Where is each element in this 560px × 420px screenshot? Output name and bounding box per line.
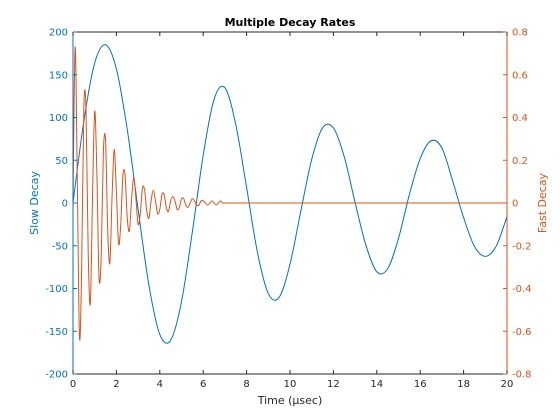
x-tick-label: 12 [327, 379, 340, 390]
chart-title: Multiple Decay Rates [225, 16, 356, 29]
x-tick-label: 20 [501, 379, 514, 390]
left-y-tick-label: -50 [52, 241, 68, 252]
x-tick-label: 8 [243, 379, 249, 390]
x-tick-label: 0 [70, 379, 76, 390]
x-axis-label: Time (μsec) [257, 394, 323, 407]
x-tick-label: 4 [157, 379, 163, 390]
x-tick-label: 16 [414, 379, 427, 390]
right-y-tick-label: -0.8 [512, 370, 532, 381]
left-y-tick-label: -200 [45, 370, 68, 381]
right-y-tick-label: 0.6 [512, 70, 528, 81]
left-y-tick-label: 0 [62, 199, 68, 210]
left-y-tick-label: -150 [45, 327, 68, 338]
right-y-tick-label: -0.4 [512, 284, 532, 295]
left-y-tick-label: 50 [55, 156, 68, 167]
x-tick-label: 10 [284, 379, 297, 390]
right-y-tick-label: 0 [512, 199, 518, 210]
slow-decay-series [72, 44, 508, 344]
left-y-tick-label: -100 [45, 284, 68, 295]
left-y-axis-label: Slow Decay [28, 171, 41, 235]
right-y-axis-ticks: -0.8 -0.6 -0.4 -0.2 0 0.2 0.4 0.6 0.8 [503, 28, 532, 381]
x-tick-label: 2 [113, 379, 119, 390]
right-y-tick-label: 0.4 [512, 113, 528, 124]
right-y-tick-label: -0.6 [512, 327, 532, 338]
x-tick-label: 6 [200, 379, 206, 390]
right-y-axis-label: Fast Decay [536, 172, 549, 233]
x-tick-label: 14 [370, 379, 383, 390]
x-tick-label: 18 [457, 379, 470, 390]
plot-area [72, 31, 508, 375]
left-y-tick-label: 150 [49, 70, 68, 81]
right-y-tick-label: 0.2 [512, 156, 528, 167]
right-y-tick-label: 0.8 [512, 28, 528, 39]
x-axis-ticks: 0 2 4 6 8 10 12 14 16 18 20 [70, 32, 514, 390]
left-y-tick-label: 100 [49, 113, 68, 124]
left-y-tick-label: 200 [49, 28, 68, 39]
left-y-axis-ticks: -200 -150 -100 -50 0 50 100 150 200 [45, 28, 77, 381]
fast-decay-series [72, 46, 507, 341]
fast-decay-line [72, 46, 507, 341]
slow-decay-line [72, 44, 508, 344]
right-y-tick-label: -0.2 [512, 241, 532, 252]
